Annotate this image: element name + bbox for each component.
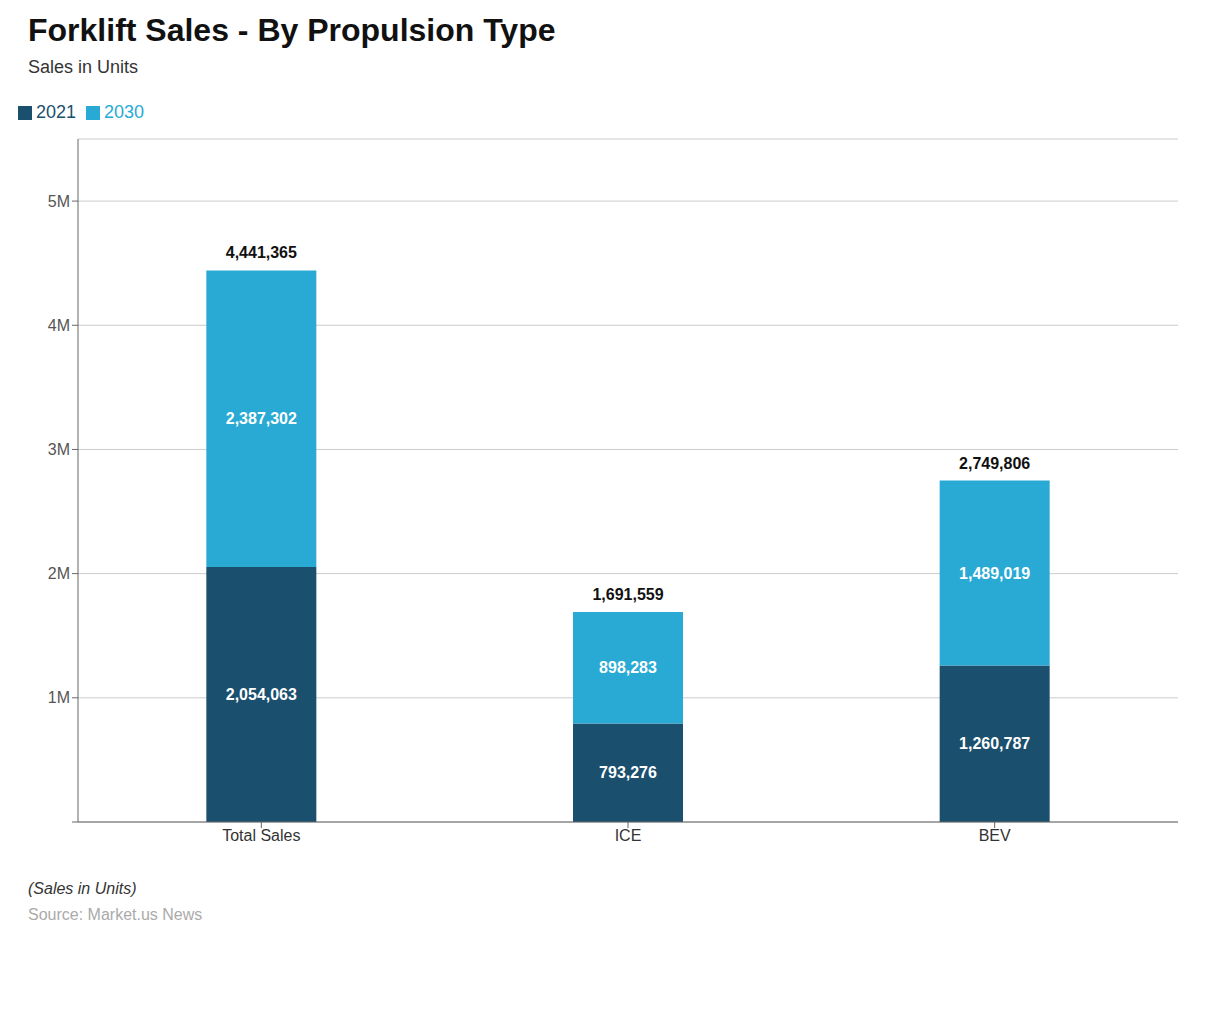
html-text:Sales in Units: Sales in Units	[28, 57, 139, 77]
svg-text:2M: 2M	[48, 565, 70, 582]
svg-text:BEV: BEV	[979, 827, 1011, 844]
html-text:2030: 2030	[104, 102, 145, 122]
html-text:(Sales in Units): (Sales in Units)	[28, 880, 137, 897]
svg-text:ICE: ICE	[615, 827, 642, 844]
svg-text:2,749,806: 2,749,806	[959, 455, 1030, 472]
svg-text:3M: 3M	[48, 441, 70, 458]
svg-text:5M: 5M	[48, 193, 70, 210]
svg-text:4M: 4M	[48, 317, 70, 334]
html-text:Source: Market.us News: Source: Market.us News	[28, 906, 203, 923]
svg-text:1,260,787: 1,260,787	[959, 735, 1030, 752]
svg-text:793,276: 793,276	[599, 764, 657, 781]
svg-text:Total Sales: Total Sales	[222, 827, 300, 844]
svg-text:2,054,063: 2,054,063	[226, 686, 297, 703]
html-text:2021: 2021	[36, 102, 76, 122]
svg-text:1,691,559: 1,691,559	[592, 586, 663, 603]
svg-text:2,387,302: 2,387,302	[226, 410, 297, 427]
svg-text:898,283: 898,283	[599, 659, 657, 676]
svg-text:4,441,365: 4,441,365	[226, 244, 297, 261]
html-text:Forklift Sales - By Propulsion: Forklift Sales - By Propulsion Type	[28, 12, 556, 48]
svg-text:1M: 1M	[48, 689, 70, 706]
svg-text:1,489,019: 1,489,019	[959, 565, 1030, 582]
